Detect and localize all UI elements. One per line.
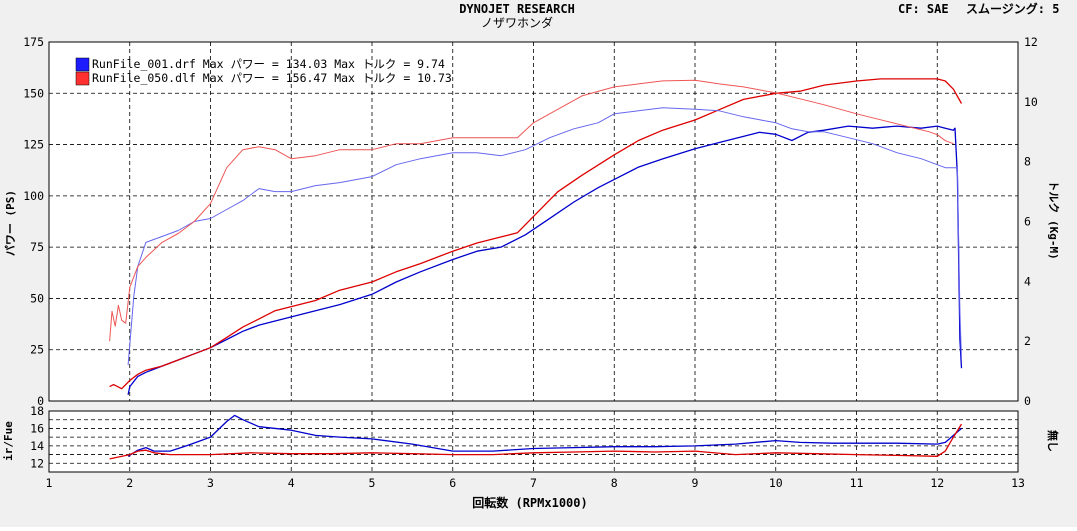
afr-axis-label: ir/Fue: [2, 421, 15, 461]
afr-tick-label: 18: [30, 404, 44, 418]
afr-series-line-2: [109, 423, 963, 460]
x-tick-label: 9: [692, 476, 699, 490]
y2-tick-label: 12: [1024, 35, 1038, 49]
series-line-1: [127, 125, 963, 395]
afr-tick-labels: 12 14 16 18: [30, 404, 44, 470]
afr-tick-label: 12: [30, 456, 44, 470]
x-tick-label: 12: [930, 476, 944, 490]
series-line-3: [127, 107, 962, 366]
x-tick-label: 1: [46, 476, 53, 490]
y-tick-label: 50: [30, 291, 44, 305]
afr-series-line-1: [127, 414, 962, 457]
y-tick-label: 175: [23, 35, 44, 49]
series-line-2: [109, 78, 963, 390]
y-tick-label: 125: [23, 138, 44, 152]
y2-tick-label: 6: [1024, 215, 1031, 229]
y-tick-label: 150: [23, 86, 44, 100]
afr-tick-label: 14: [30, 439, 44, 453]
y2-tick-label: 4: [1024, 274, 1031, 288]
chart-subtitle: ノザワホンダ: [481, 15, 553, 30]
main-tick-labels: 0 25 50 75 100 125 150 175 0 2 4 6 8 10 12: [23, 35, 1038, 408]
y-axis-label-power: パワー (PS): [4, 190, 17, 256]
x-tick-label: 2: [126, 476, 133, 490]
y-tick-label: 100: [23, 189, 44, 203]
legend-swatch-red: [75, 71, 90, 86]
x-axis-label: 回転数 (RPMx1000): [472, 495, 587, 510]
main-series-lines: [109, 78, 963, 395]
x-tick-label: 5: [369, 476, 376, 490]
main-grid: [49, 42, 1018, 401]
cf-label: CF: SAE: [898, 2, 949, 16]
x-tick-label: 10: [769, 476, 783, 490]
y-tick-label: 25: [30, 343, 44, 357]
series-line-4: [109, 79, 954, 342]
x-tick-labels: 1 2 3 4 5 6 7 8 9 10 11 12 13: [46, 476, 1025, 490]
y-tick-label: 75: [30, 240, 44, 254]
legend: RunFile_001.drf Max パワー = 134.03 Max トルク…: [75, 57, 452, 86]
x-tick-label: 11: [850, 476, 864, 490]
legend-label-runfile-050: RunFile_050.dlf Max パワー = 156.47 Max トルク…: [92, 71, 452, 85]
x-tick-label: 8: [611, 476, 618, 490]
x-tick-label: 4: [288, 476, 295, 490]
y2-tick-label: 8: [1024, 155, 1031, 169]
legend-swatch-blue: [75, 57, 90, 72]
y2-tick-label: 0: [1024, 394, 1031, 408]
afr-right-label: 無し: [1046, 430, 1060, 452]
x-tick-label: 7: [530, 476, 537, 490]
afr-series-lines: [109, 414, 963, 460]
smoothing-label: スムージング: 5: [966, 1, 1059, 16]
x-tick-label: 13: [1011, 476, 1025, 490]
y-axis-label-torque: トルク (Kg-M): [1047, 180, 1060, 259]
y2-tick-label: 2: [1024, 334, 1031, 348]
chart-title: DYNOJET RESEARCH: [459, 2, 575, 16]
y2-tick-label: 10: [1024, 95, 1038, 109]
x-tick-label: 6: [449, 476, 456, 490]
y-tick-label: 0: [37, 394, 44, 408]
x-tick-label: 3: [207, 476, 214, 490]
afr-tick-label: 16: [30, 421, 44, 435]
legend-label-runfile-001: RunFile_001.drf Max パワー = 134.03 Max トルク…: [92, 57, 445, 71]
